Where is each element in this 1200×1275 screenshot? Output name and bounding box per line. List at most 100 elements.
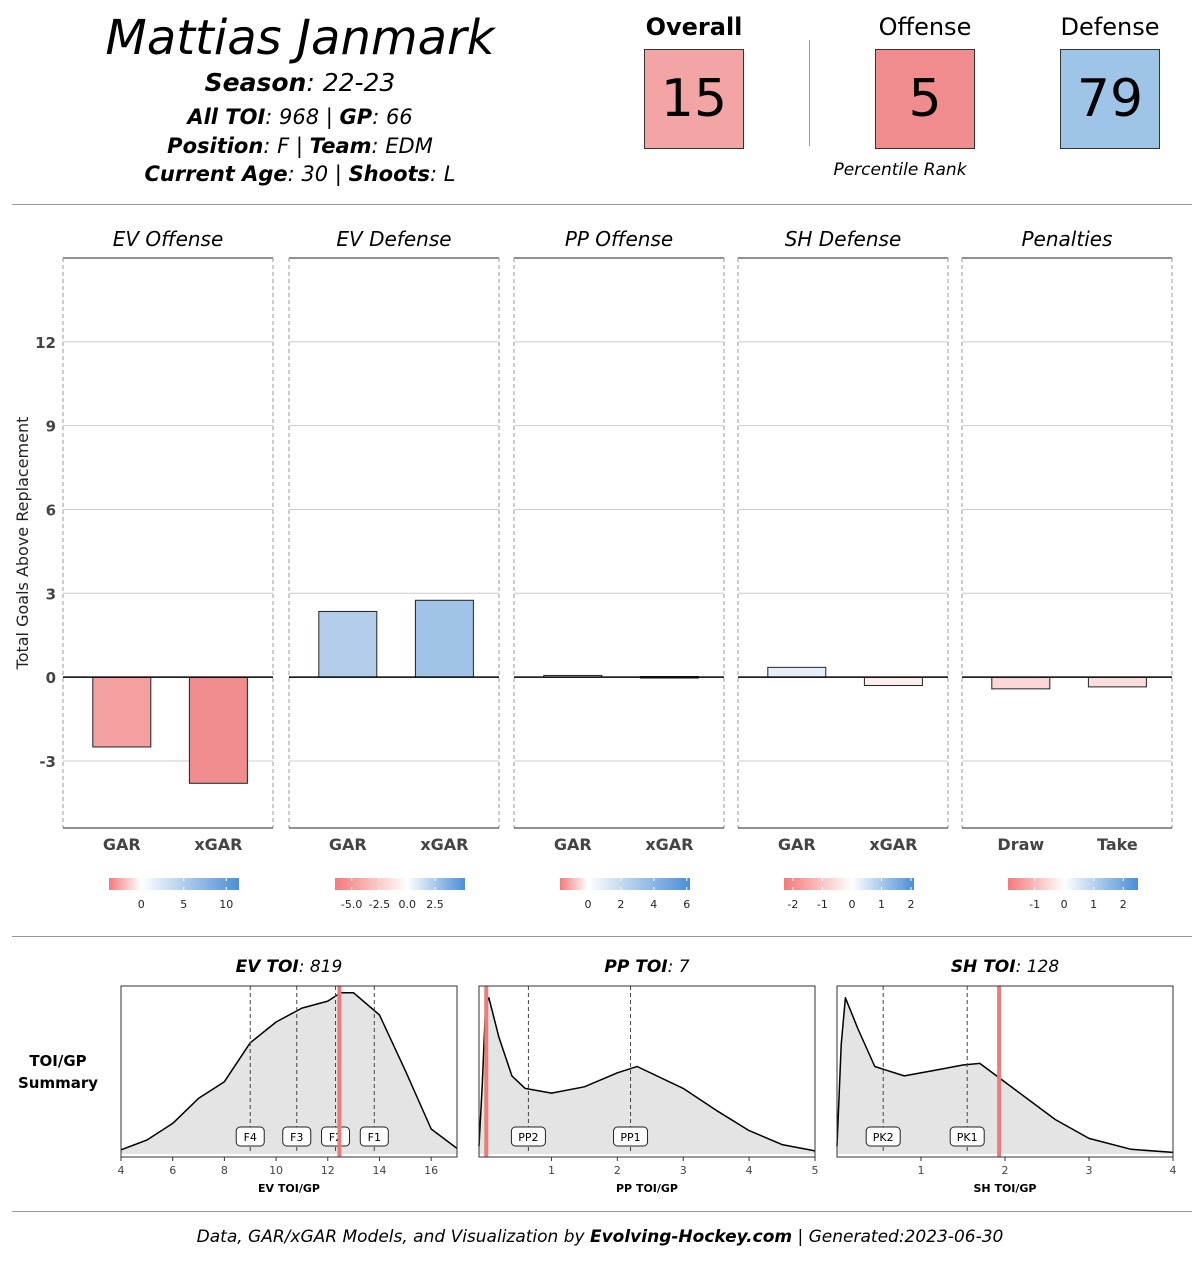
label-box-f4 (235, 1126, 265, 1147)
footer-text-2: | Generated:2023-06-30 (792, 1227, 1004, 1247)
percentile-note: Percentile Rank (833, 160, 967, 180)
legend-tick-label: 2 (617, 898, 624, 911)
panel-title: PP Offense (565, 227, 673, 251)
label-f4: F4 (244, 1131, 257, 1144)
y-tick-label: 6 (46, 501, 56, 519)
position-label: Position (167, 134, 264, 158)
legend-bar (109, 878, 239, 890)
player-name: Mattias Janmark (105, 10, 495, 66)
bar-xgar (414, 599, 474, 678)
x-tick-label: 4 (746, 1164, 753, 1177)
x-tick-label: 3 (1086, 1164, 1093, 1177)
x-tick-label: 5 (812, 1164, 819, 1177)
y-tick-label: -3 (39, 753, 56, 771)
bar-gar (92, 676, 152, 748)
offense-score-box: 5 (875, 49, 975, 149)
shoots-value: : L (430, 162, 456, 186)
label-pk2: PK2 (873, 1131, 894, 1144)
legend-tick-label: 0 (1061, 898, 1068, 911)
offense-label: Offense (878, 13, 972, 41)
defense-score-box: 79 (1060, 49, 1160, 149)
legend-bar (560, 878, 690, 890)
toi-title-bold: EV TOI (236, 957, 299, 977)
toi-title-bold: PP TOI (604, 957, 667, 977)
gar-bar-chart: Total Goals Above Replacement-3036912EV … (13, 227, 1173, 911)
label-f3: F3 (290, 1131, 303, 1144)
x-tick-label: 4 (1170, 1164, 1177, 1177)
y-tick-label: 0 (46, 669, 56, 687)
footer-separator (12, 1211, 1192, 1212)
bar-xgar (188, 676, 248, 784)
y-tick-label: 12 (35, 334, 56, 352)
toi-panel-title: SH TOI: 128 (951, 957, 1060, 977)
label-box-f2 (321, 1126, 351, 1147)
x-tick-label: xGAR (194, 835, 242, 854)
season-line: Season: 22-23 (60, 67, 540, 99)
legend-bar (335, 878, 465, 890)
gp-label: GP (339, 105, 373, 129)
legend-tick-label: -1 (817, 898, 828, 911)
age-shoots-line: Current Age: 30 | Shoots: L (60, 160, 540, 188)
label-pp1: PP1 (620, 1131, 640, 1144)
x-axis-title: PP TOI/GP (616, 1182, 678, 1195)
panel-title: EV Defense (336, 227, 451, 251)
toi-value: : 968 | (265, 105, 340, 129)
toi-panel-title: PP TOI: 7 (604, 957, 689, 977)
legend-tick-label: 0.0 (398, 898, 416, 911)
x-tick-label: GAR (103, 835, 141, 854)
y-tick-label: 3 (46, 585, 56, 603)
overall-label: Overall (645, 13, 743, 41)
legend-tick-label: 2 (1120, 898, 1127, 911)
x-tick-label: 16 (424, 1164, 438, 1177)
toi-gp-line: All TOI: 968 | GP: 66 (60, 103, 540, 131)
x-tick-label: 1 (548, 1164, 555, 1177)
x-tick-label: 4 (118, 1164, 125, 1177)
position-team-line: Position: F | Team: EDM (60, 132, 540, 160)
x-tick-label: 8 (221, 1164, 228, 1177)
density-curve (836, 997, 1174, 1154)
x-tick-label: 3 (680, 1164, 687, 1177)
legend-tick-label: 1 (878, 898, 885, 911)
shoots-label: Shoots (348, 162, 431, 186)
legend-tick-label: -2 (787, 898, 798, 911)
x-tick-label: xGAR (420, 835, 468, 854)
x-tick-label: 12 (321, 1164, 335, 1177)
toi-title-value: : 819 (299, 957, 343, 977)
x-tick-label: 10 (269, 1164, 283, 1177)
toi-label: All TOI (187, 105, 266, 129)
x-tick-label: 14 (372, 1164, 386, 1177)
footer-brand: Evolving-Hockey.com (589, 1227, 793, 1247)
legend-tick-label: 0 (138, 898, 145, 911)
legend-tick-label: 2.5 (426, 898, 444, 911)
toi-title-value: : 7 (668, 957, 690, 977)
toi-row-label-2: Summary (17, 1074, 99, 1092)
x-tick-label: Draw (997, 835, 1044, 854)
legend-tick-label: 6 (683, 898, 690, 911)
label-box-pp1 (613, 1126, 649, 1147)
legend-tick-label: -2.5 (369, 898, 390, 911)
position-value: : F | (263, 134, 310, 158)
x-tick-label: 1 (918, 1164, 925, 1177)
legend-tick-label: 5 (180, 898, 187, 911)
density-curve (120, 992, 458, 1151)
season-value: : 22-23 (306, 68, 396, 97)
x-tick-label: GAR (329, 835, 367, 854)
label-box-pk2 (865, 1126, 901, 1147)
x-tick-label: 6 (169, 1164, 176, 1177)
age-value: : 30 | (287, 162, 349, 186)
label-f1: F1 (368, 1131, 381, 1144)
legend-tick-label: -1 (1029, 898, 1040, 911)
x-axis-title: SH TOI/GP (973, 1182, 1036, 1195)
x-tick-label: GAR (554, 835, 592, 854)
toi-row-label-1: TOI/GP (29, 1052, 87, 1070)
x-tick-label: GAR (778, 835, 816, 854)
footer-text-1: Data, GAR/xGAR Models, and Visualization… (196, 1227, 590, 1247)
x-tick-label: xGAR (645, 835, 693, 854)
overall-score-box: 15 (644, 49, 744, 149)
legend-tick-label: 0 (584, 898, 591, 911)
panel-title: SH Defense (785, 227, 902, 251)
legend-tick-label: 0 (848, 898, 855, 911)
toi-panel-frame (478, 985, 816, 1158)
x-axis-title: EV TOI/GP (258, 1182, 320, 1195)
